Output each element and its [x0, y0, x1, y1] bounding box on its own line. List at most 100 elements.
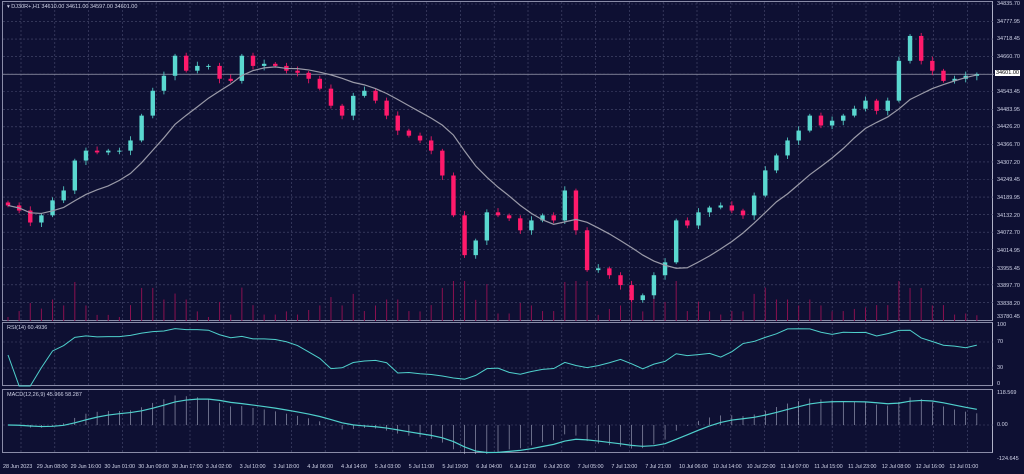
- time-axis-label: 29 Jun 08:00: [36, 464, 68, 470]
- price-axis-label: 34014.95: [997, 248, 1020, 254]
- bull-candle: [61, 190, 66, 201]
- bull-candle: [596, 268, 601, 271]
- bear-candle: [339, 105, 345, 116]
- bull-candle: [885, 100, 890, 111]
- bull-candle: [106, 150, 111, 153]
- time-axis-label: 30 Jun 17:00: [172, 464, 203, 470]
- bear-candle: [295, 70, 300, 73]
- bear-candle: [607, 268, 612, 276]
- time-axis-label: 5 Jul 11:00: [408, 464, 435, 470]
- price-axis-label: 34835.70: [997, 1, 1020, 7]
- bull-candle: [852, 108, 857, 116]
- bear-candle: [930, 60, 935, 71]
- bear-candle: [228, 78, 233, 81]
- bear-candle: [629, 285, 634, 301]
- time-axis-label: 6 Jul 04:00: [476, 464, 502, 470]
- price-axis-label: 34543.45: [997, 89, 1020, 95]
- price-axis[interactable]: 34601.00 100 70 30 0 118.569 0.00 -124.6…: [994, 0, 1024, 474]
- price-axis-label: 34307.20: [997, 160, 1020, 166]
- symbol-label: DJ30R+,H1: [11, 4, 40, 10]
- macd-level: 118.569: [997, 390, 1017, 396]
- time-axis-label: 5 Jul 03:00: [374, 464, 401, 470]
- time-axis-label: 7 Jul 13:00: [611, 464, 638, 470]
- bear-candle: [183, 55, 189, 71]
- bear-candle: [618, 275, 623, 286]
- bull-candle: [261, 63, 267, 66]
- price-chart-panel[interactable]: ▾ DJ30R+,H1 34610.00 34611.00 34597.00 3…: [2, 1, 994, 322]
- rsi-level: 70: [997, 339, 1004, 345]
- price-axis-label: 33780.45: [997, 314, 1020, 320]
- price-axis-label: 33955.45: [997, 266, 1020, 272]
- bull-candle: [529, 220, 534, 231]
- macd-level: 0.00: [997, 422, 1008, 428]
- time-axis-label: 7 Jul 21:00: [645, 464, 671, 470]
- bull-candle: [952, 78, 957, 81]
- time-axis-label: 3 Jul 18:00: [273, 464, 300, 470]
- price-axis-label: 33838.20: [997, 301, 1020, 307]
- bull-candle: [763, 170, 768, 196]
- price-axis-label: 34249.45: [997, 177, 1020, 183]
- bear-candle: [250, 55, 256, 66]
- rsi-panel[interactable]: RSI(14) 60.4936: [2, 322, 994, 387]
- bull-candle: [195, 65, 200, 71]
- rsi-level: 30: [997, 365, 1004, 371]
- price-axis-label: 34072.70: [997, 230, 1020, 236]
- bull-candle: [206, 65, 211, 67]
- bull-candle: [117, 150, 122, 152]
- bear-candle: [440, 150, 445, 176]
- time-axis-label: 29 Jun 16:00: [70, 464, 102, 470]
- bear-candle: [506, 215, 512, 219]
- time-axis-label: 10 Jul 14:00: [712, 464, 742, 470]
- macd-chart: [3, 390, 994, 454]
- bull-candle: [473, 240, 478, 256]
- time-axis-label: 11 Jul 15:00: [814, 464, 843, 470]
- bear-candle: [874, 100, 879, 111]
- open-value: 34610.00: [41, 4, 65, 10]
- bull-candle: [774, 155, 779, 171]
- chart-header: ▾ DJ30R+,H1 34610.00 34611.00 34597.00 3…: [7, 4, 137, 10]
- macd-label: MACD(12,26,9) 45.966 58.287: [7, 392, 82, 398]
- macd-panel[interactable]: MACD(12,26,9) 45.966 58.287: [2, 389, 994, 454]
- close-value: 34601.00: [114, 4, 138, 10]
- bull-candle: [696, 212, 701, 226]
- time-axis-label: 30 Jun 09:00: [138, 464, 169, 470]
- price-axis-label: 34366.70: [997, 142, 1020, 148]
- price-axis-label: 34660.70: [997, 54, 1020, 60]
- time-axis-label: 4 Jul 14:00: [341, 464, 367, 470]
- collapse-arrow-icon[interactable]: ▾: [7, 4, 12, 10]
- time-axis-label: 3 Jul 02:00: [205, 464, 232, 470]
- bull-candle: [351, 95, 356, 116]
- time-axis-label: 11 Jul 23:00: [848, 464, 877, 470]
- bull-candle: [640, 295, 645, 301]
- bear-candle: [685, 220, 690, 226]
- price-axis-label: 34483.95: [997, 107, 1020, 113]
- bear-candle: [918, 35, 924, 61]
- time-axis-label: 11 Jul 07:00: [780, 464, 809, 470]
- bull-candle: [50, 200, 55, 216]
- bull-candle: [540, 215, 545, 221]
- bull-candle: [562, 190, 568, 221]
- bear-candle: [306, 72, 311, 79]
- bull-candle: [796, 130, 801, 141]
- bull-candle: [172, 55, 178, 76]
- moving-average-line: [7, 66, 978, 269]
- price-axis-label: 34189.95: [997, 195, 1020, 201]
- bull-candle: [139, 115, 144, 141]
- candlestick-chart: [3, 2, 994, 322]
- bear-candle: [217, 65, 222, 79]
- bear-candle: [328, 88, 334, 106]
- high-value: 34611.00: [65, 4, 89, 10]
- time-axis-label: 6 Jul 12:00: [510, 464, 536, 470]
- bull-candle: [707, 207, 712, 213]
- bear-candle: [451, 175, 456, 216]
- time-axis-label: 7 Jul 05:00: [577, 464, 604, 470]
- time-axis-label: 12 Jul 16:00: [915, 464, 945, 470]
- bull-candle: [239, 55, 245, 81]
- bull-candle: [72, 160, 78, 191]
- price-axis-label: 34132.20: [997, 213, 1020, 219]
- rsi-level: 0: [997, 381, 1001, 387]
- time-axis-label: 5 Jul 19:00: [442, 464, 469, 470]
- bull-candle: [841, 115, 846, 121]
- low-value: 34597.00: [89, 4, 113, 10]
- macd-level: -124.645: [997, 456, 1019, 462]
